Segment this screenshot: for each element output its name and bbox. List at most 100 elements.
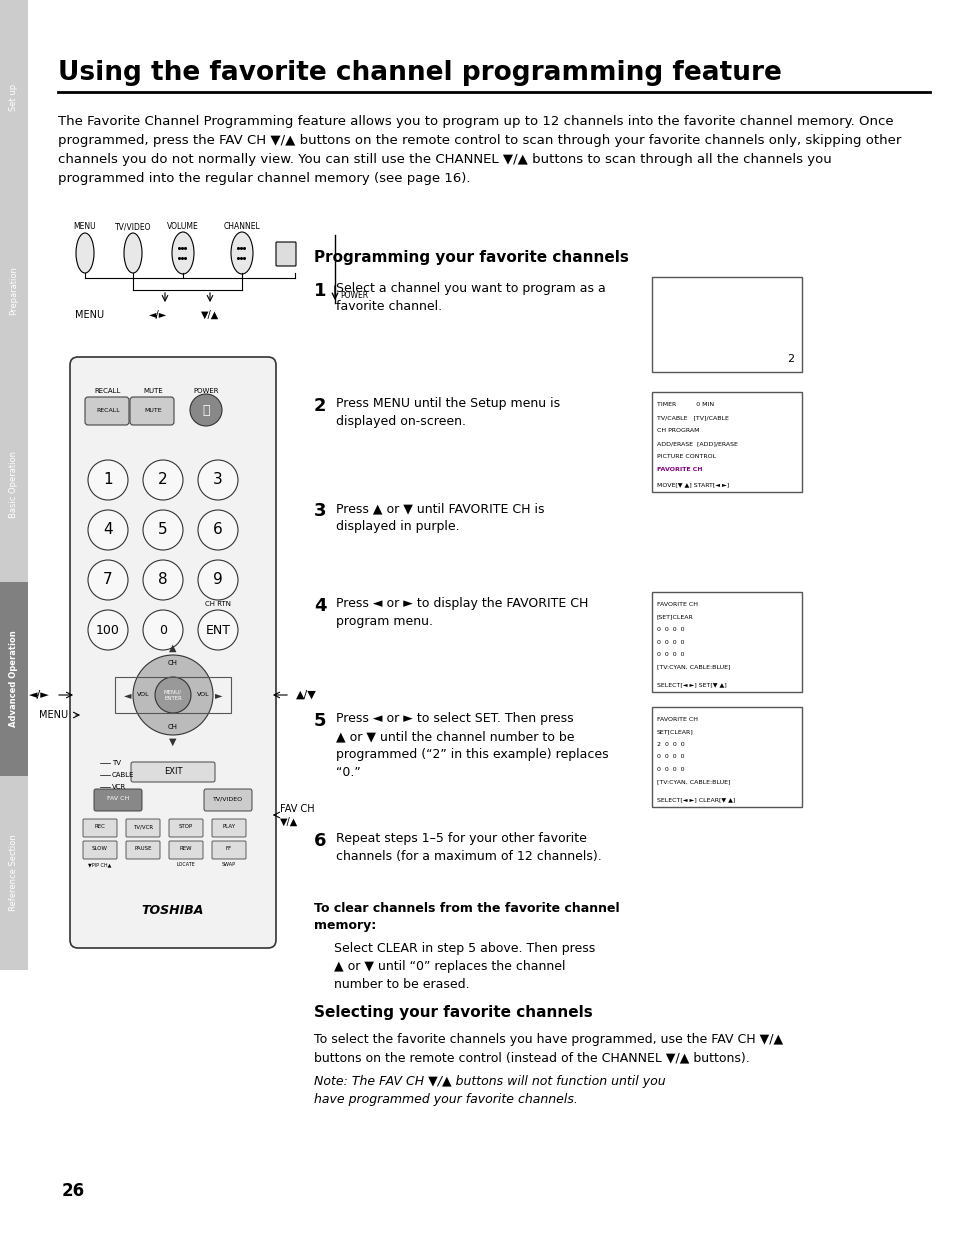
Text: CH: CH [168, 724, 178, 730]
Text: STOP: STOP [178, 825, 193, 830]
Text: ◄/►: ◄/► [149, 310, 167, 320]
Ellipse shape [172, 232, 193, 274]
Text: Press MENU until the Setup menu is: Press MENU until the Setup menu is [335, 396, 559, 410]
Text: SLOW: SLOW [91, 846, 108, 851]
FancyBboxPatch shape [169, 819, 203, 837]
Text: Repeat steps 1–5 for your other favorite: Repeat steps 1–5 for your other favorite [335, 832, 586, 845]
Text: To select the favorite channels you have programmed, use the FAV CH ▼/▲: To select the favorite channels you have… [314, 1032, 782, 1046]
Text: [TV:CYAN, CABLE:BLUE]: [TV:CYAN, CABLE:BLUE] [657, 779, 730, 784]
Text: 2  0  0  0: 2 0 0 0 [657, 742, 684, 747]
Text: Advanced Operation: Advanced Operation [10, 631, 18, 727]
Text: VOL: VOL [136, 693, 150, 698]
FancyBboxPatch shape [85, 396, 129, 425]
Text: PLAY: PLAY [222, 825, 235, 830]
Text: “0.”: “0.” [335, 766, 360, 779]
Text: 2: 2 [314, 396, 326, 415]
Text: channels (for a maximum of 12 channels).: channels (for a maximum of 12 channels). [335, 850, 601, 863]
Text: ►: ► [214, 690, 222, 700]
Text: 100: 100 [96, 624, 120, 636]
Text: Select CLEAR in step 5 above. Then press: Select CLEAR in step 5 above. Then press [334, 942, 595, 955]
Circle shape [143, 459, 183, 500]
FancyBboxPatch shape [212, 841, 246, 860]
Text: 4: 4 [103, 522, 112, 537]
Text: number to be erased.: number to be erased. [334, 978, 469, 990]
Text: FAV CH: FAV CH [107, 797, 129, 802]
Text: Reference Section: Reference Section [10, 835, 18, 911]
Text: Basic Operation: Basic Operation [10, 452, 18, 519]
Text: programmed, press the FAV CH ▼/▲ buttons on the remote control to scan through y: programmed, press the FAV CH ▼/▲ buttons… [58, 135, 901, 147]
Text: Selecting your favorite channels: Selecting your favorite channels [314, 1005, 592, 1020]
Text: Set up: Set up [10, 84, 18, 111]
Text: programmed into the regular channel memory (see page 16).: programmed into the regular channel memo… [58, 172, 470, 185]
FancyBboxPatch shape [126, 819, 160, 837]
Text: channels you do not normally view. You can still use the CHANNEL ▼/▲ buttons to : channels you do not normally view. You c… [58, 153, 831, 165]
Text: 2: 2 [158, 473, 168, 488]
Text: 5: 5 [158, 522, 168, 537]
Text: 0: 0 [159, 624, 167, 636]
Text: 1: 1 [103, 473, 112, 488]
Text: ▲ or ▼ until the channel number to be: ▲ or ▼ until the channel number to be [335, 730, 574, 743]
Circle shape [190, 394, 222, 426]
Circle shape [154, 677, 191, 713]
Bar [0, 0, 28, 194]
Circle shape [143, 559, 183, 600]
Text: VOLUME: VOLUME [167, 222, 198, 231]
Text: PAUSE: PAUSE [134, 846, 152, 851]
Text: SELECT[◄ ►] SET[▼ ▲]: SELECT[◄ ►] SET[▼ ▲] [657, 682, 726, 687]
Circle shape [88, 610, 128, 650]
FancyBboxPatch shape [94, 789, 142, 811]
Text: 7: 7 [103, 573, 112, 588]
Text: 3: 3 [314, 501, 326, 520]
Text: Press ◄ or ► to select SET. Then press: Press ◄ or ► to select SET. Then press [335, 713, 573, 725]
Circle shape [198, 459, 237, 500]
FancyBboxPatch shape [130, 396, 173, 425]
Text: TV/VCR: TV/VCR [132, 825, 152, 830]
Text: displayed in purple.: displayed in purple. [335, 520, 459, 534]
Text: Note: The FAV CH ▼/▲ buttons will not function until you: Note: The FAV CH ▼/▲ buttons will not fu… [314, 1074, 665, 1088]
Text: Preparation: Preparation [10, 267, 18, 315]
Text: [SET]CLEAR: [SET]CLEAR [657, 615, 693, 620]
Text: TOSHIBA: TOSHIBA [142, 904, 204, 916]
Text: buttons on the remote control (instead of the CHANNEL ▼/▲ buttons).: buttons on the remote control (instead o… [314, 1051, 749, 1065]
Text: REW: REW [179, 846, 193, 851]
Text: ADD/ERASE  [ADD]/ERASE: ADD/ERASE [ADD]/ERASE [657, 441, 737, 446]
Text: Select a channel you want to program as a: Select a channel you want to program as … [335, 282, 605, 295]
Text: 0  0  0  0: 0 0 0 0 [657, 767, 684, 772]
Text: 9: 9 [213, 573, 223, 588]
Text: 5: 5 [314, 713, 326, 730]
Text: ▲/▼: ▲/▼ [295, 690, 316, 700]
FancyBboxPatch shape [204, 789, 252, 811]
Text: memory:: memory: [314, 919, 375, 932]
Text: 8: 8 [158, 573, 168, 588]
Text: 3: 3 [213, 473, 223, 488]
Circle shape [132, 655, 213, 735]
Text: ▲ or ▼ until “0” replaces the channel: ▲ or ▼ until “0” replaces the channel [334, 960, 565, 973]
Text: CHANNEL: CHANNEL [223, 222, 260, 231]
Text: 6: 6 [213, 522, 223, 537]
Text: 0  0  0  0: 0 0 0 0 [657, 755, 684, 760]
Text: MENU: MENU [73, 222, 96, 231]
Text: ▼PIP CH▲: ▼PIP CH▲ [89, 862, 112, 867]
Text: RECALL: RECALL [94, 388, 121, 394]
Circle shape [88, 559, 128, 600]
Text: MOVE[▼ ▲] START[◄ ►]: MOVE[▼ ▲] START[◄ ►] [657, 482, 728, 487]
Ellipse shape [124, 233, 142, 273]
Text: CABLE: CABLE [112, 772, 134, 778]
Text: FF: FF [226, 846, 232, 851]
Text: FAVORITE CH: FAVORITE CH [657, 467, 701, 472]
Bar [651, 391, 801, 492]
Text: CH RTN: CH RTN [205, 601, 231, 606]
Text: FAVORITE CH: FAVORITE CH [657, 718, 698, 722]
Text: Press ▲ or ▼ until FAVORITE CH is: Press ▲ or ▼ until FAVORITE CH is [335, 501, 544, 515]
Text: 4: 4 [314, 597, 326, 615]
Text: MUTE: MUTE [144, 408, 162, 412]
Text: have programmed your favorite channels.: have programmed your favorite channels. [314, 1093, 578, 1107]
Text: ◄: ◄ [123, 690, 131, 700]
Text: ENTER: ENTER [164, 697, 182, 701]
FancyBboxPatch shape [83, 819, 117, 837]
Bar [651, 706, 801, 806]
Bar [0, 776, 28, 969]
Text: MENU: MENU [39, 710, 68, 720]
Text: 2: 2 [786, 354, 793, 364]
Text: VCR: VCR [112, 784, 126, 790]
